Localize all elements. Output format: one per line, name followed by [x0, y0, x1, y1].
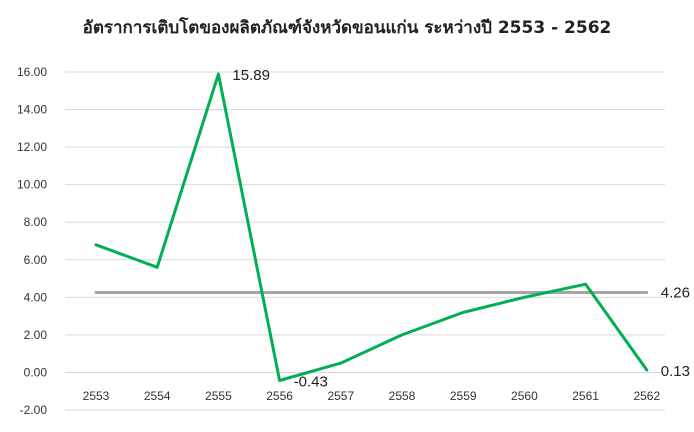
series-line-growth — [94, 72, 649, 382]
y-tick-label: 6.00 — [24, 253, 48, 267]
x-tick-label: 2556 — [266, 389, 293, 403]
chart-title: อัตราการเติบโตของผลิตภัณฑ์จังหวัดขอนแก่น… — [82, 18, 612, 38]
x-tick-label: 2554 — [144, 389, 171, 403]
x-tick-label: 2559 — [450, 389, 477, 403]
x-tick-label: 2557 — [327, 389, 354, 403]
x-tick-label: 2562 — [633, 389, 660, 403]
y-tick-label: 4.00 — [24, 290, 48, 304]
x-tick-label: 2555 — [205, 389, 232, 403]
data-label: 0.13 — [661, 363, 690, 380]
y-tick-label: 8.00 — [24, 215, 48, 229]
y-tick-label: 2.00 — [24, 328, 48, 342]
data-label: -0.43 — [294, 374, 328, 391]
x-tick-label: 2558 — [389, 389, 416, 403]
data-label: 4.26 — [661, 284, 690, 301]
data-label: 15.89 — [232, 67, 270, 84]
x-tick-label: 2553 — [83, 389, 110, 403]
y-tick-label: 16.00 — [17, 65, 47, 79]
y-tick-label: -2.00 — [20, 403, 48, 417]
y-tick-label: 12.00 — [17, 140, 47, 154]
y-tick-label: 14.00 — [17, 103, 47, 117]
x-tick-label: 2561 — [572, 389, 599, 403]
y-tick-label: 0.00 — [24, 365, 48, 379]
x-tick-label: 2560 — [511, 389, 538, 403]
y-tick-label: 10.00 — [17, 178, 47, 192]
